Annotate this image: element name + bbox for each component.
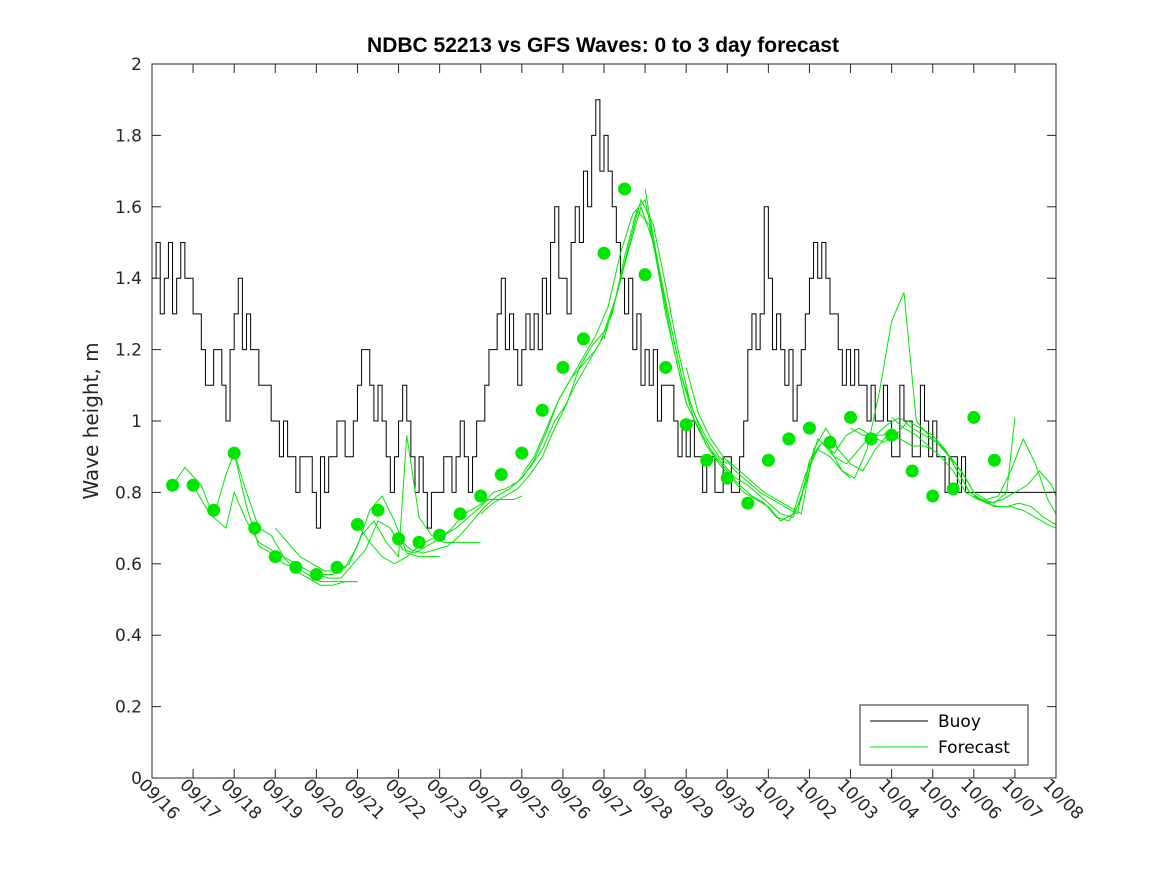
- y-tick-label: 1.6: [115, 198, 142, 218]
- legend-box: [859, 704, 1029, 766]
- forecast-marker: [576, 332, 590, 346]
- forecast-marker: [638, 268, 652, 282]
- forecast-marker: [720, 471, 734, 485]
- forecast-series: [172, 188, 1057, 586]
- forecast-run-line: [172, 466, 358, 583]
- forecast-marker: [207, 503, 221, 517]
- forecast-run-line: [809, 417, 1016, 504]
- y-tick-label: 0.6: [115, 555, 142, 575]
- forecast-marker: [453, 507, 467, 521]
- forecast-marker: [186, 478, 200, 492]
- forecast-markers: [166, 182, 1001, 582]
- forecast-marker: [864, 432, 878, 446]
- forecast-marker: [515, 446, 529, 460]
- forecast-marker: [659, 360, 673, 374]
- forecast-marker: [700, 453, 714, 467]
- forecast-run-line: [768, 292, 975, 518]
- forecast-marker: [227, 446, 241, 460]
- forecast-marker: [905, 464, 919, 478]
- forecast-run-line: [316, 495, 523, 579]
- forecast-run-line: [973, 495, 1057, 529]
- forecast-marker: [371, 503, 385, 517]
- forecast-marker: [741, 496, 755, 510]
- y-tick-label: 1.8: [115, 126, 142, 146]
- chart-title: NDBC 52213 vs GFS Waves: 0 to 3 day fore…: [367, 34, 839, 57]
- forecast-marker: [350, 518, 364, 532]
- forecast-marker: [802, 421, 816, 435]
- y-tick-label: 0.8: [115, 483, 142, 503]
- buoy-series: [152, 99, 1056, 529]
- buoy-line: [152, 99, 1056, 529]
- forecast-marker: [761, 453, 775, 467]
- forecast-marker: [309, 568, 323, 582]
- forecast-run-line: [850, 416, 1057, 515]
- forecast-marker: [412, 535, 426, 549]
- forecast-marker: [392, 532, 406, 546]
- forecast-marker: [474, 489, 488, 503]
- forecast-marker: [248, 521, 262, 535]
- forecast-run-line: [932, 434, 1057, 525]
- y-axis-label: Wave height, m: [79, 342, 103, 499]
- forecast-marker: [679, 418, 693, 432]
- forecast-marker: [556, 360, 570, 374]
- forecast-marker: [987, 453, 1001, 467]
- forecast-marker: [330, 560, 344, 574]
- forecast-run-line: [398, 335, 605, 554]
- y-axis-ticks: 0 0.2 0.4 0.6 0.8 1 1.2 1.4 1.6 1.8 2: [115, 55, 1056, 789]
- forecast-marker: [166, 478, 180, 492]
- forecast-run-line: [562, 209, 769, 504]
- forecast-run-line: [891, 417, 1057, 504]
- forecast-marker: [535, 403, 549, 417]
- y-tick-label: 0.2: [115, 698, 142, 718]
- forecast-marker: [289, 560, 303, 574]
- y-tick-label: 1: [131, 412, 142, 432]
- forecast-marker: [885, 428, 899, 442]
- legend-forecast-label: Forecast: [938, 738, 1010, 758]
- forecast-marker: [597, 246, 611, 260]
- forecast-marker: [844, 410, 858, 424]
- forecast-marker: [946, 482, 960, 496]
- legend: Buoy Forecast: [859, 704, 1029, 766]
- forecast-run-line: [685, 367, 892, 515]
- forecast-marker: [618, 182, 632, 196]
- y-tick-label: 2: [131, 55, 142, 75]
- forecast-run-line: [274, 435, 481, 572]
- forecast-run-line: [357, 402, 568, 565]
- forecast-marker: [268, 550, 282, 564]
- forecast-marker: [823, 435, 837, 449]
- forecast-marker: [782, 432, 796, 446]
- legend-buoy-label: Buoy: [938, 712, 981, 732]
- forecast-marker: [926, 489, 940, 503]
- forecast-marker: [967, 410, 981, 424]
- forecast-marker: [433, 528, 447, 542]
- y-tick-label: 1.4: [115, 269, 142, 289]
- forecast-run-line: [644, 188, 851, 522]
- y-tick-label: 1.2: [115, 341, 142, 361]
- y-tick-label: 0: [131, 769, 142, 789]
- forecast-marker: [494, 468, 508, 482]
- y-tick-label: 0.4: [115, 626, 142, 646]
